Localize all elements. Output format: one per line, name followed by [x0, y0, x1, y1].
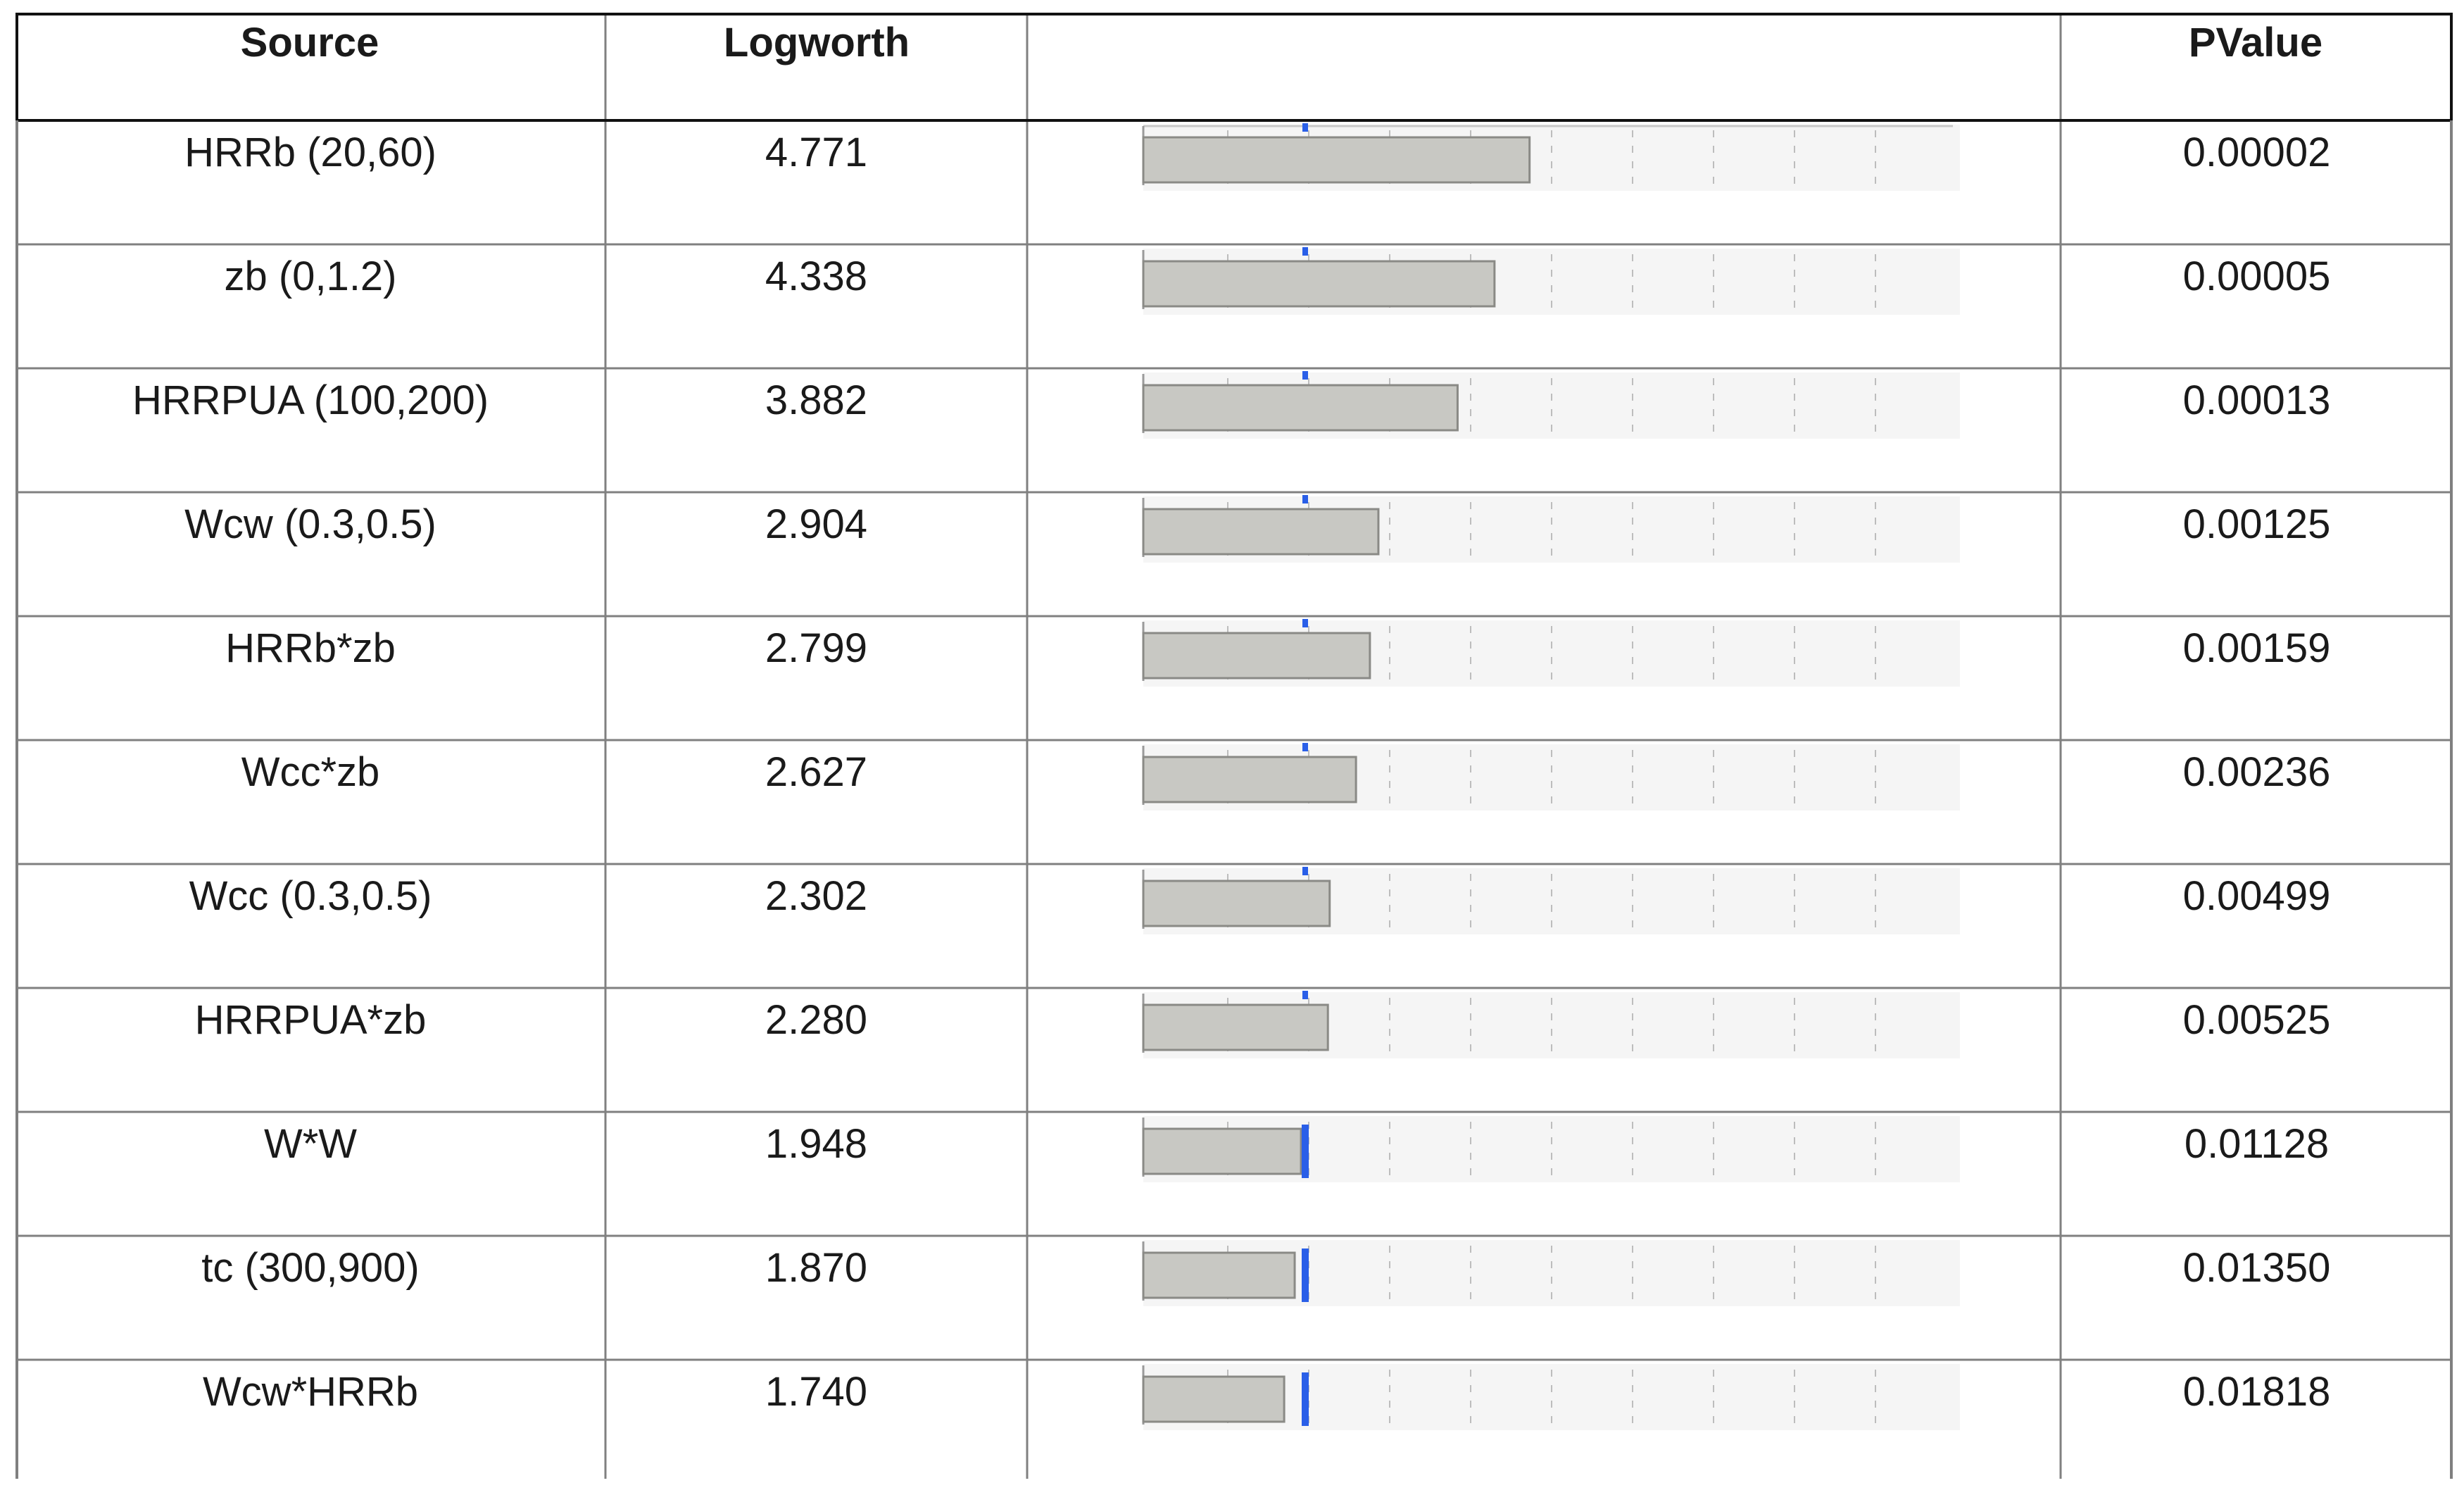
- table-grid: [15, 13, 2453, 1479]
- logworth-bar: [1142, 880, 1331, 927]
- logworth-bar: [1142, 1127, 1302, 1175]
- logworth-value: 3.882: [765, 377, 867, 423]
- logworth-bar: [1142, 632, 1371, 680]
- logworth-value: 2.904: [765, 501, 867, 547]
- logworth-value: 2.627: [765, 749, 867, 795]
- table-row: HRRb (20,60) 4.771 0.00002: [184, 123, 2330, 191]
- header-frame: [15, 13, 2453, 122]
- source-label: W*W: [264, 1121, 357, 1167]
- reference-marker: [1302, 743, 1308, 751]
- logworth-value: 1.948: [765, 1121, 867, 1167]
- table-rows: HRRb (20,60) 4.771 0.00002 zb (0,1.2) 4.338 0…: [132, 123, 2330, 1430]
- reference-marker: [1302, 123, 1308, 132]
- reference-marker: [1302, 247, 1308, 256]
- pvalue-value: 0.00499: [2183, 873, 2331, 919]
- logworth-value: 1.740: [765, 1369, 867, 1415]
- source-label: HRRPUA*zb: [195, 997, 427, 1043]
- logworth-bar: [1142, 508, 1380, 556]
- source-label: HRRb (20,60): [184, 130, 436, 175]
- source-label: HRRb*zb: [225, 625, 396, 671]
- table-row: Wcc*zb 2.627 0.00236: [241, 743, 2331, 811]
- reference-marker: [1302, 619, 1308, 627]
- logworth-value: 2.280: [765, 997, 867, 1043]
- table-row: Wcw*HRRb 1.740 0.01818: [203, 1364, 2330, 1430]
- table-row: HRRPUA*zb 2.280 0.00525: [195, 991, 2331, 1058]
- logworth-bar: [1142, 1003, 1329, 1051]
- reference-marker: [1302, 867, 1308, 875]
- effect-summary-table: Source Logworth PValue HRRb (20,60) 4.771…: [15, 13, 2453, 1479]
- source-label: Wcw (0.3,0.5): [184, 501, 436, 547]
- source-label: Wcw*HRRb: [203, 1369, 418, 1415]
- logworth-value: 4.338: [765, 254, 867, 299]
- reference-marker: [1302, 371, 1308, 380]
- logworth-bar: [1142, 1375, 1286, 1423]
- logworth-bar: [1142, 384, 1459, 432]
- header-logworth: Logworth: [724, 20, 910, 65]
- reference-marker: [1302, 1248, 1309, 1302]
- table-row: W*W 1.948 0.01128: [264, 1116, 2329, 1182]
- logworth-bar: [1142, 1251, 1296, 1299]
- table-row: HRRb*zb 2.799 0.00159: [225, 619, 2330, 687]
- reference-marker: [1302, 495, 1308, 503]
- logworth-bar: [1142, 136, 1531, 184]
- header-source: Source: [241, 20, 379, 65]
- pvalue-value: 0.00002: [2183, 130, 2331, 175]
- pvalue-value: 0.00525: [2183, 997, 2331, 1043]
- source-label: Wcc (0.3,0.5): [189, 873, 432, 919]
- pvalue-value: 0.00159: [2183, 625, 2331, 671]
- table-header: Source Logworth PValue: [241, 20, 2322, 65]
- logworth-bar: [1142, 756, 1357, 803]
- effect-summary-report: Source Logworth PValue HRRb (20,60) 4.771…: [15, 13, 2453, 1479]
- logworth-bar: [1142, 260, 1496, 308]
- header-pvalue: PValue: [2189, 20, 2322, 65]
- reference-marker: [1302, 1125, 1309, 1178]
- logworth-value: 4.771: [765, 130, 867, 175]
- pvalue-value: 0.00005: [2183, 254, 2331, 299]
- pvalue-value: 0.00013: [2183, 377, 2331, 423]
- table-row: HRRPUA (100,200) 3.882 0.00013: [132, 371, 2330, 439]
- pvalue-value: 0.01350: [2183, 1245, 2331, 1291]
- table-row: tc (300,900) 1.870 0.01350: [201, 1240, 2330, 1306]
- logworth-value: 2.799: [765, 625, 867, 671]
- reference-marker: [1302, 1372, 1309, 1426]
- logworth-value: 2.302: [765, 873, 867, 919]
- source-label: Wcc*zb: [241, 749, 380, 795]
- reference-marker: [1302, 991, 1308, 999]
- logworth-value: 1.870: [765, 1245, 867, 1291]
- table-row: Wcw (0.3,0.5) 2.904 0.00125: [184, 495, 2330, 563]
- pvalue-value: 0.01128: [2185, 1121, 2329, 1167]
- pvalue-value: 0.01818: [2183, 1369, 2331, 1415]
- source-label: tc (300,900): [201, 1245, 420, 1291]
- pvalue-value: 0.00125: [2183, 501, 2331, 547]
- pvalue-value: 0.00236: [2183, 749, 2331, 795]
- source-label: zb (0,1.2): [225, 254, 397, 299]
- table-row: zb (0,1.2) 4.338 0.00005: [225, 247, 2331, 315]
- table-row: Wcc (0.3,0.5) 2.302 0.00499: [189, 867, 2331, 934]
- source-label: HRRPUA (100,200): [132, 377, 489, 423]
